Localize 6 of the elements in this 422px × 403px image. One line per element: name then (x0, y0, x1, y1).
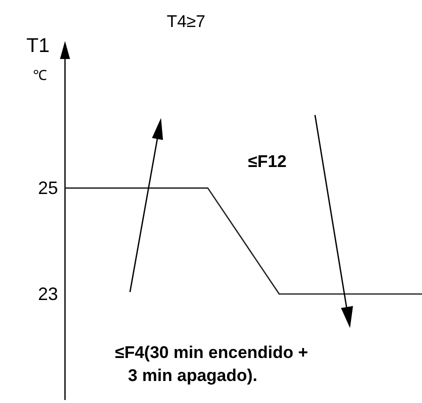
annotation: ≤F4(30 min encendido + 3 min apagado). (115, 343, 308, 385)
y-axis-title: T1 ℃ (26, 35, 50, 83)
y-tick-label: 23 (38, 284, 58, 304)
y-tick-label: 25 (38, 178, 58, 198)
annotation: ≤F12 (248, 152, 287, 171)
text: T4≥7 (166, 12, 206, 31)
